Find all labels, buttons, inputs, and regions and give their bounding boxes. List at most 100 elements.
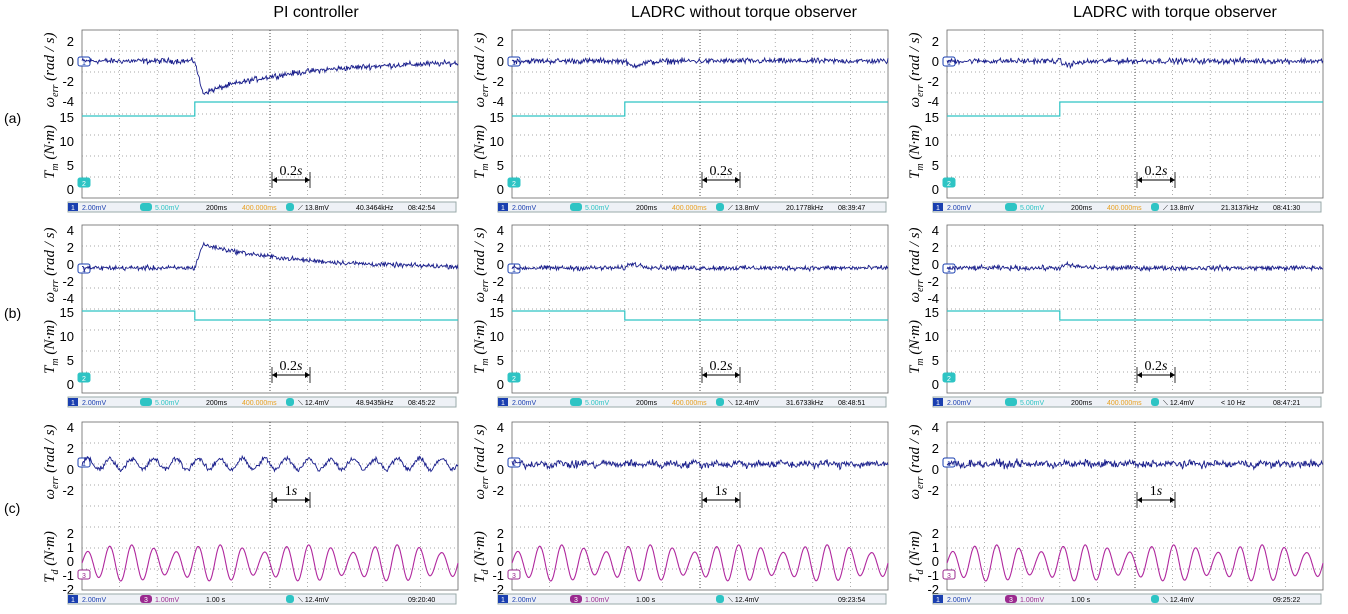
speed-error-trace	[511, 56, 889, 69]
status-clock: 08:48:51	[838, 400, 865, 407]
omega-tick-label: -2	[62, 483, 74, 498]
status-ch1-badge	[498, 203, 508, 211]
status-ch3-num: 3	[1009, 597, 1013, 604]
status-ch1-num: 1	[936, 597, 940, 604]
column-title-ladrc-observer: LADRC with torque observer	[1073, 4, 1277, 21]
status-timebase: 200ms	[1071, 205, 1093, 212]
omega-tick-label: -2	[492, 274, 504, 289]
status-trigger: ⟍ 12.4mV	[298, 399, 329, 407]
status-bar	[932, 593, 1322, 605]
status-frequency: 48.9435kHz	[356, 400, 394, 407]
status-frequency: < 10 Hz	[1221, 400, 1246, 407]
omega-tick-label: 4	[67, 420, 74, 435]
status-delay: 400.000ms	[242, 400, 277, 407]
status-timebase: 200ms	[206, 205, 228, 212]
torque-tick-label: 0	[497, 554, 504, 569]
ch2-marker	[507, 372, 521, 383]
torque-tick-label: 15	[490, 110, 504, 125]
y-axis-label: Tm (N·m)	[42, 320, 61, 374]
scale-label: 0.2s	[280, 359, 304, 374]
column-title-ladrc-no-observer: LADRC without torque observer	[631, 4, 857, 21]
status-ch3-num: 3	[574, 597, 578, 604]
torque-tick-label: 10	[490, 134, 504, 149]
speed-error-trace	[946, 260, 1324, 273]
status-frequency: 20.1778kHz	[786, 205, 824, 212]
torque-tick-label: 1	[497, 540, 504, 555]
status-timebase: 200ms	[636, 205, 658, 212]
y-axis-label: ωerr (rad / s)	[907, 33, 926, 108]
status-ch1-scale: 2.00mV	[82, 205, 106, 212]
omega-tick-label: 0	[497, 462, 504, 477]
status-ch1-scale: 2.00mV	[947, 597, 971, 604]
status-ch1-badge	[498, 398, 508, 406]
status-ch1-num: 1	[71, 400, 75, 407]
status-bar	[67, 593, 457, 605]
scope-panel-1-1: 4 2 0 -2 -415 10 5 0 ωerr (rad / s) Tm (N·m) 1 2 0.2…	[472, 223, 889, 408]
motor-torque-trace	[947, 310, 1323, 321]
omega-tick-label: 0	[932, 257, 939, 272]
ch1-marker-label: 1	[947, 60, 951, 67]
omega-tick-label: 2	[497, 34, 504, 49]
status-trigger: ⟋ 13.8mV	[728, 204, 759, 212]
omega-tick-label: 2	[67, 441, 74, 456]
status-ch3-num: 3	[144, 597, 148, 604]
ch2-marker	[77, 569, 91, 580]
torque-tick-label: 0	[67, 377, 74, 392]
ch1-marker-label: 1	[947, 267, 951, 274]
status-trig-badge	[716, 203, 724, 211]
column-title-pi: PI controller	[273, 4, 359, 21]
omega-tick-label: 2	[932, 34, 939, 49]
y-axis-label: ωerr (rad / s)	[472, 228, 491, 303]
status-ch1-num: 1	[501, 205, 505, 212]
torque-tick-label: 5	[67, 353, 74, 368]
status-ch1-num: 1	[71, 597, 75, 604]
omega-tick-label: 0	[497, 54, 504, 69]
status-ch1-scale: 2.00mV	[512, 400, 536, 407]
torque-tick-label: 15	[490, 305, 504, 320]
row-label-c: (c)	[4, 500, 21, 516]
torque-tick-label: 5	[497, 353, 504, 368]
torque-tick-label: 5	[932, 158, 939, 173]
status-ch2-badge	[570, 203, 582, 211]
torque-tick-label: 10	[925, 329, 939, 344]
torque-tick-label: 0	[932, 182, 939, 197]
status-ch1-scale: 2.00mV	[512, 597, 536, 604]
torque-tick-label: 0	[932, 554, 939, 569]
status-trig-badge	[1151, 398, 1159, 406]
ch2-marker-label: 2	[947, 376, 951, 383]
scale-label: 1s	[1150, 484, 1163, 499]
disturbance-torque-trace	[946, 544, 1324, 582]
ch2-marker	[507, 177, 521, 188]
status-delay: 400.000ms	[1107, 400, 1142, 407]
scope-panel-1-2: 4 2 0 -2 -415 10 5 0 ωerr (rad / s) Tm (N·m) 1 2 0.2…	[907, 223, 1324, 408]
torque-tick-label: -1	[62, 568, 74, 583]
scope-panel-0-1: 2 0 -2 -415 10 5 0 ωerr (rad / s) Tm (N·m) 1 2 0.2s…	[472, 29, 889, 213]
scope-panel-0-0: 2 0 -2 -415 10 5 0 ωerr (rad / s) Tm (N·m) 1 2 0.2s…	[42, 29, 459, 213]
torque-tick-label: -2	[492, 582, 504, 597]
torque-tick-label: 5	[67, 158, 74, 173]
omega-tick-label: 2	[497, 240, 504, 255]
ch1-marker-label: 1	[512, 267, 516, 274]
status-clock: 09:23:54	[838, 597, 865, 604]
torque-tick-label: 2	[67, 526, 74, 541]
ch2-marker-label: 2	[82, 376, 86, 383]
status-frequency: 40.3464kHz	[356, 205, 394, 212]
status-delay: 400.000ms	[672, 205, 707, 212]
omega-tick-label: 4	[932, 223, 939, 238]
omega-tick-label: 2	[932, 441, 939, 456]
scale-label: 1s	[715, 484, 728, 499]
status-trigger: ⟍ 12.4mV	[728, 399, 759, 407]
scope-panel-1-0: 4 2 0 -2 -415 10 5 0 ωerr (rad / s) Tm (N·m) 1 2 0.2…	[42, 223, 459, 408]
omega-tick-label: -2	[492, 74, 504, 89]
y-axis-label: ωerr (rad / s)	[472, 33, 491, 108]
torque-tick-label: -1	[492, 568, 504, 583]
omega-tick-label: 0	[67, 462, 74, 477]
speed-error-trace	[81, 56, 459, 95]
status-ch2-badge	[1005, 398, 1017, 406]
status-ch1-badge	[68, 595, 78, 603]
ch2-marker-label: 3	[512, 573, 516, 580]
torque-tick-label: 15	[925, 305, 939, 320]
status-ch2-scale: 1.00mV	[155, 597, 179, 604]
